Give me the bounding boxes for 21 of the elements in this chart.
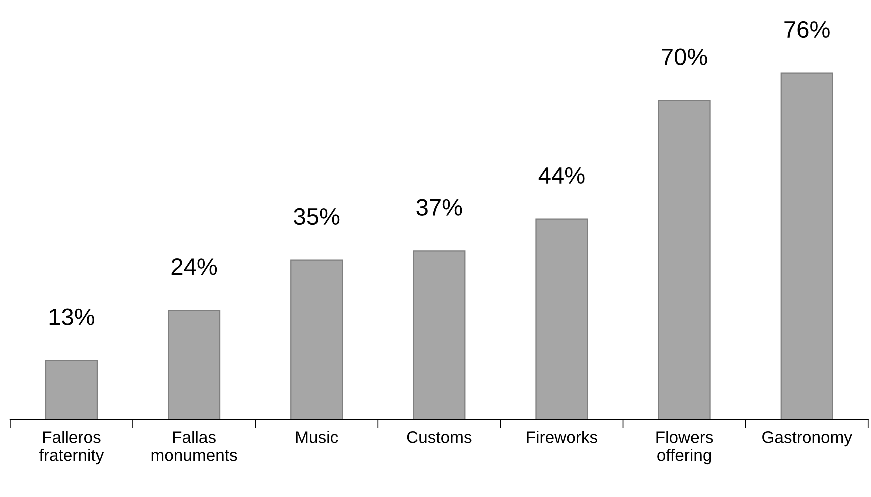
data-label: 44% (538, 167, 585, 184)
bar (168, 310, 221, 420)
x-tick-label: Gastronomy (762, 432, 852, 447)
data-label: 76% (784, 21, 830, 38)
x-tick-label: Fireworks (527, 431, 598, 444)
data-label: 24% (172, 258, 218, 276)
bar (413, 250, 466, 420)
bar (290, 260, 344, 420)
x-tick-label: Customs (407, 432, 472, 444)
data-label: 35% (294, 208, 340, 226)
bar (45, 360, 98, 420)
x-tick-label: Flowers offering (656, 431, 714, 465)
bar (780, 72, 834, 420)
bar (658, 100, 711, 420)
data-label: 13% (50, 308, 95, 326)
x-tick-label: Falleros fraternity (40, 431, 104, 465)
x-tick-label: Music (296, 431, 338, 444)
bar (536, 218, 588, 420)
data-label: 37% (416, 199, 462, 216)
x-tick-label: Fallas monuments (152, 431, 238, 462)
data-label: 70% (662, 48, 708, 66)
